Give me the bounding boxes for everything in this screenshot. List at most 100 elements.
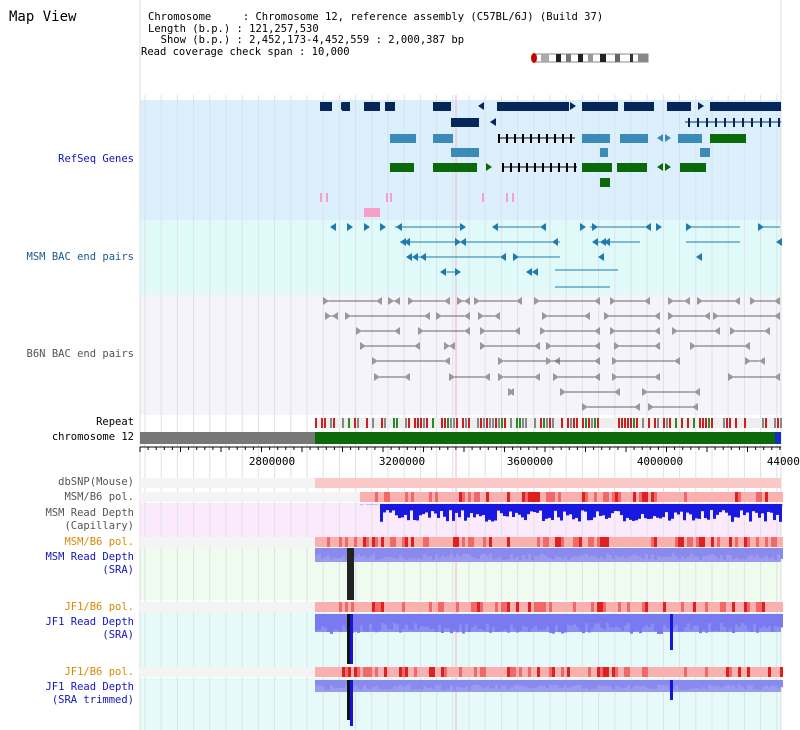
pol-cell — [621, 667, 624, 677]
track-label-msm-depth-sra[interactable]: MSM Read Depth (SRA) — [45, 551, 134, 576]
depth-bar — [507, 548, 510, 560]
depth-bar — [749, 504, 752, 522]
pol-cell — [459, 602, 462, 612]
depth-bar — [327, 614, 330, 632]
depth-bar — [519, 548, 522, 560]
repeat-element — [495, 418, 497, 428]
depth-bar — [426, 614, 429, 628]
track-label-jf1-depth-trimmed[interactable]: JF1 Read Depth (SRA trimmed) — [45, 681, 134, 706]
pol-cell — [453, 537, 456, 547]
pol-cell — [729, 537, 732, 547]
depth-bar — [366, 548, 369, 559]
pol-cell — [468, 492, 471, 502]
depth-bar — [333, 548, 336, 558]
track-label-chromosome[interactable]: chromosome 12 — [51, 431, 134, 443]
track-label-jf1-b6-pol-1[interactable]: JF1/B6 pol. — [64, 601, 134, 613]
pol-cell — [549, 537, 552, 547]
gene — [582, 134, 610, 143]
strand-arrow — [570, 102, 576, 110]
depth-bar — [761, 504, 764, 514]
pol-cell — [504, 667, 507, 677]
pol-cell — [588, 667, 591, 677]
depth-bar — [648, 614, 651, 627]
pol-cell — [618, 602, 621, 612]
depth-bar — [651, 614, 654, 624]
pol-cell — [654, 537, 657, 547]
depth-bar — [327, 548, 330, 556]
repeat-element — [546, 418, 548, 428]
depth-bar — [357, 614, 360, 633]
depth-bar — [441, 614, 444, 634]
depth-bar — [684, 680, 687, 690]
strand-arrow — [408, 297, 414, 305]
depth-bar — [492, 614, 495, 628]
track-label-dbsnp[interactable]: dbSNP(Mouse) — [58, 476, 134, 488]
track-label-jf1-b6-pol-2[interactable]: JF1/B6 pol. — [64, 666, 134, 678]
pol-cell — [456, 602, 459, 612]
depth-bar — [393, 548, 396, 558]
track-label-b6n-bac[interactable]: B6N BAC end pairs — [26, 348, 134, 360]
pol-cell — [516, 492, 519, 502]
strand-arrow — [776, 238, 782, 246]
depth-bar — [576, 680, 579, 686]
pol-cell — [510, 492, 513, 502]
repeat-element — [729, 418, 731, 428]
repeat-element — [492, 418, 494, 428]
depth-bar — [423, 614, 426, 627]
pol-cell — [537, 492, 540, 502]
track-label-msm-depth-capillary[interactable]: MSM Read Depth (Capillary) — [45, 507, 134, 532]
pol-cell — [633, 492, 636, 502]
pol-cell — [402, 492, 405, 502]
strand-arrow — [508, 388, 514, 396]
ideogram-band — [630, 54, 633, 62]
track-label-msm-b6-pol-1[interactable]: MSM/B6 pol. — [64, 491, 134, 503]
depth-bar — [780, 548, 783, 559]
strand-arrow — [484, 373, 490, 381]
exon — [769, 118, 771, 127]
depth-bar — [666, 614, 669, 628]
pol-cell — [504, 537, 507, 547]
track-label-repeat[interactable]: Repeat — [96, 416, 134, 428]
depth-bar — [753, 614, 756, 625]
repeat-element — [594, 418, 596, 428]
depth-bar — [378, 680, 381, 689]
depth-bar — [699, 614, 702, 634]
pol-cell — [564, 602, 567, 612]
strand-arrow — [560, 388, 566, 396]
strand-arrow — [654, 342, 660, 350]
strand-arrow — [594, 297, 600, 305]
track-label-refseq[interactable]: RefSeq Genes — [58, 153, 134, 165]
pol-cell — [687, 537, 690, 547]
track-label-jf1-depth-sra[interactable]: JF1 Read Depth (SRA) — [45, 616, 134, 641]
pol-cell — [591, 602, 594, 612]
strand-arrow — [697, 297, 703, 305]
track-label-msm-b6-pol-2[interactable]: MSM/B6 pol. — [64, 536, 134, 548]
pol-cell — [759, 492, 762, 502]
depth-bar — [545, 504, 548, 519]
repeat-element — [519, 418, 521, 428]
depth-bar — [588, 548, 591, 557]
pol-cell — [393, 602, 396, 612]
depth-bar — [432, 548, 435, 560]
repeat-element — [618, 418, 620, 428]
pol-cell — [588, 492, 591, 502]
depth-bar — [372, 548, 375, 554]
pol-cell — [621, 537, 624, 547]
depth-bar — [381, 548, 384, 559]
depth-bar — [606, 614, 609, 624]
track-label-msm-bac[interactable]: MSM BAC end pairs — [26, 251, 134, 263]
depth-bar — [695, 504, 698, 519]
depth-bar — [533, 504, 536, 513]
pol-cell — [747, 602, 750, 612]
pol-cell — [657, 492, 660, 502]
pol-cell — [546, 492, 549, 502]
depth-bar — [336, 548, 339, 559]
gene — [385, 102, 395, 111]
pol-cell — [546, 667, 549, 677]
pol-cell — [771, 602, 774, 612]
depth-bar — [482, 504, 485, 516]
depth-bar — [743, 504, 746, 516]
pol-cell — [489, 537, 492, 547]
pol-cell — [417, 492, 420, 502]
